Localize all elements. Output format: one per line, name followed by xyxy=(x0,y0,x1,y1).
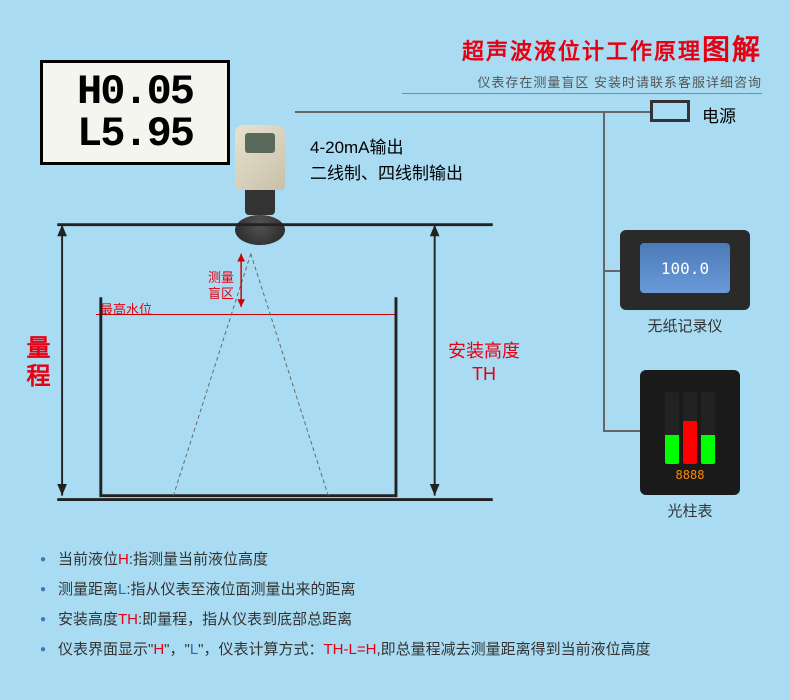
sensor-neck xyxy=(245,190,275,215)
sensor-screen xyxy=(245,133,275,153)
title-block: 超声波液位计工作原理图解 仪表存在测量盲区 安装时请联系客服详细咨询 xyxy=(402,28,762,94)
legend-item-th: 安装高度TH:即量程，指从仪表到底部总距离 xyxy=(40,605,651,635)
tank-svg xyxy=(50,215,500,515)
install-height-label: 安装高度 TH xyxy=(448,340,520,387)
legend-item-l: 测量距离L:指从仪表至液位面测量出来的距离 xyxy=(40,575,651,605)
output-text: 4-20mA输出 二线制、四线制输出 xyxy=(310,135,463,186)
output-line-1: 4-20mA输出 xyxy=(310,135,463,161)
wire-to-recorder xyxy=(603,270,621,272)
legend-list: 当前液位H:指测量当前液位高度 测量距离L:指从仪表至液位面测量出来的距离 安装… xyxy=(40,545,651,665)
bar-col-3 xyxy=(701,392,715,464)
range-label: 量程 xyxy=(18,335,53,391)
power-box xyxy=(650,100,690,122)
wire-to-bargraph xyxy=(603,430,641,432)
wire-to-power xyxy=(603,111,651,113)
output-line-2: 二线制、四线制输出 xyxy=(310,161,463,187)
bargraph-label: 光柱表 xyxy=(640,500,740,521)
legend-item-formula: 仪表界面显示"H"，"L"，仪表计算方式：TH-L=H,即总量程减去测量距离得到… xyxy=(40,635,651,665)
wire-main-h xyxy=(295,111,605,113)
bargraph-meter: 8888 xyxy=(640,370,740,495)
title-underline xyxy=(402,93,762,94)
power-label: 电源 xyxy=(702,102,736,127)
tank-diagram xyxy=(50,215,500,515)
sensor-body xyxy=(235,125,285,190)
legend-item-h: 当前液位H:指测量当前液位高度 xyxy=(40,545,651,575)
lcd-line-2: L5.95 xyxy=(77,113,193,155)
bar-col-2 xyxy=(683,392,697,464)
title-main: 超声波液位计工作原理图解 xyxy=(402,28,762,68)
title-prefix: 超声波液位计工作原理 xyxy=(462,39,702,64)
bargraph-digits: 8888 xyxy=(676,468,705,482)
recorder-screen: 100.0 xyxy=(640,243,730,293)
title-highlight: 图解 xyxy=(702,34,762,65)
lcd-line-1: H0.05 xyxy=(77,71,193,113)
title-subtitle: 仪表存在测量盲区 安装时请联系客服详细咨询 xyxy=(402,72,762,91)
lcd-display: H0.05 L5.95 xyxy=(40,60,230,165)
recorder-label: 无纸记录仪 xyxy=(620,315,750,336)
bargraph-bars xyxy=(655,384,725,464)
bar-col-1 xyxy=(665,392,679,464)
paperless-recorder: 100.0 xyxy=(620,230,750,310)
